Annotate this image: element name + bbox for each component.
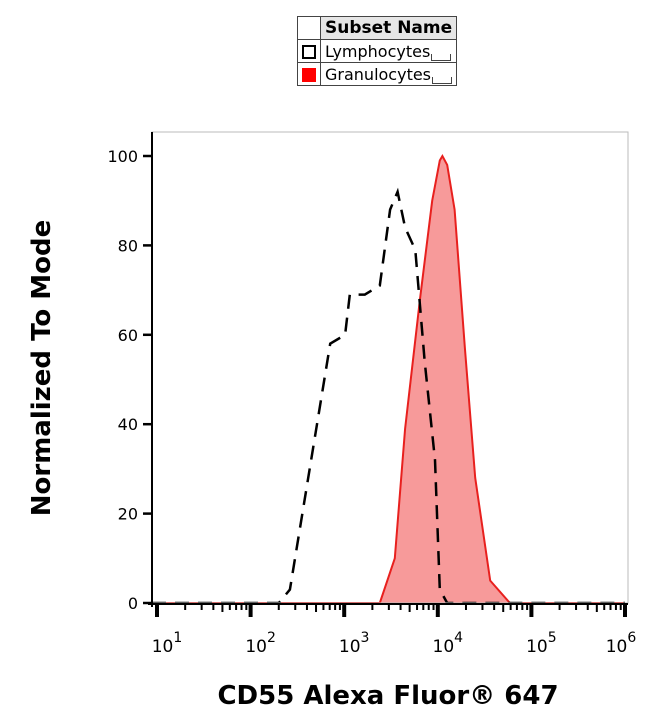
series-fill-granulocytes [152,156,625,603]
series-line-lymphocytes [152,187,625,605]
x-tick-label: 105 [526,630,557,657]
y-tick-label: 80 [118,236,138,255]
x-tick-label: 102 [245,630,276,657]
x-tick-label: 104 [433,630,464,657]
blank-field-icon [431,53,452,61]
y-tick-label: 0 [128,594,138,613]
legend-entry-lymphocytes: Lymphocytes [297,39,458,63]
x-tick-label: 106 [606,630,637,657]
plot-frame [151,131,629,604]
outline-swatch-icon [302,45,316,59]
series-line-granulocytes [152,153,625,604]
y-tick-label: 40 [118,415,138,434]
legend: Subset Name Lymphocytes Granulocytes [297,16,458,86]
blank-field-icon [432,76,453,84]
legend-label: Lymphocytes [325,41,431,61]
y-tick-label: 100 [107,147,138,166]
legend-entry-granulocytes: Granulocytes [297,62,458,86]
legend-label: Granulocytes [325,64,432,84]
x-tick-label: 103 [339,630,370,657]
filled-swatch-icon [302,68,316,82]
y-axis-label: Normalized To Mode [27,220,57,517]
y-tick-label: 60 [118,326,138,345]
x-axis-label: CD55 Alexa Fluor® 647 [217,681,558,711]
legend-header: Subset Name [319,16,458,40]
x-tick-label: 101 [152,630,183,657]
y-tick-label: 20 [118,505,138,524]
